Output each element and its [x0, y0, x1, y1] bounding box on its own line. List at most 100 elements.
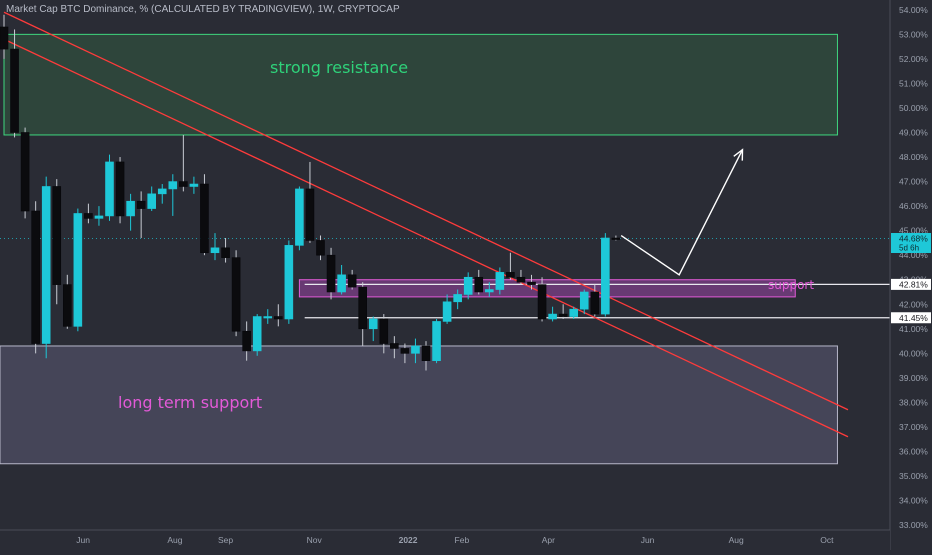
candle-up	[210, 233, 220, 261]
candle-body	[115, 161, 125, 217]
y-tick-label: 35.00%	[899, 471, 928, 481]
candle-body	[400, 348, 410, 354]
candle-body	[368, 318, 378, 330]
candle-up	[189, 176, 199, 194]
price-tag-label: 42.81%	[899, 279, 928, 289]
candle-down	[62, 274, 72, 329]
candle-down	[400, 343, 410, 364]
x-tick-label: Nov	[307, 535, 323, 545]
x-tick-label: Aug	[167, 535, 182, 545]
candle-down	[179, 134, 188, 192]
projection-arrow-head	[733, 148, 744, 161]
candle-down	[31, 201, 40, 354]
candle-body	[168, 181, 178, 190]
candle-up	[337, 265, 346, 295]
candle-body	[390, 343, 399, 349]
candles-layer	[0, 14, 621, 371]
y-tick-label: 39.00%	[899, 373, 928, 383]
current-price-tag	[891, 233, 931, 253]
strong-resistance-zone	[3, 33, 838, 136]
candle-body	[295, 188, 304, 246]
candle-body	[221, 247, 230, 258]
candle-body	[347, 274, 357, 288]
y-tick-label: 38.00%	[899, 397, 928, 407]
candle-body	[558, 313, 568, 317]
candle-body	[200, 183, 209, 254]
candle-body	[94, 215, 104, 219]
candle-body	[147, 193, 156, 209]
candle-up	[601, 233, 610, 317]
candle-down	[231, 250, 241, 337]
y-tick-label: 53.00%	[899, 29, 928, 39]
price-axis-panel	[890, 0, 932, 550]
candle-body	[273, 316, 283, 320]
candle-body	[442, 301, 452, 322]
lines-layer	[0, 11, 890, 438]
candle-down	[558, 304, 568, 319]
candle-body	[379, 318, 389, 344]
candle-body	[242, 330, 251, 352]
candle-down	[379, 314, 389, 354]
candle-down	[326, 247, 336, 300]
candle-down	[474, 269, 484, 295]
candle-body	[590, 291, 600, 315]
candle-body	[601, 237, 610, 315]
strong-resistance-label: strong resistance	[270, 58, 409, 77]
y-tick-label: 51.00%	[899, 78, 928, 88]
candle-up	[411, 338, 420, 364]
candle-down	[516, 269, 526, 285]
candle-up	[41, 176, 51, 359]
candle-body	[506, 272, 515, 278]
candle-body	[432, 321, 441, 361]
candle-up	[368, 316, 378, 342]
y-tick-label: 46.00%	[899, 201, 928, 211]
candle-down	[0, 14, 9, 59]
price-tag-label: 41.45%	[899, 313, 928, 323]
support-label: support	[768, 278, 815, 292]
y-tick-label: 49.00%	[899, 128, 928, 138]
y-tick-label: 36.00%	[899, 446, 928, 456]
candle-up	[432, 318, 441, 364]
candle-down	[527, 274, 536, 290]
x-tick-label: Apr	[542, 535, 555, 545]
candle-down	[10, 29, 19, 138]
candle-body	[316, 240, 325, 256]
price-tag-countdown: 5d 6h	[899, 244, 919, 253]
candle-up	[453, 289, 462, 310]
candle-body	[189, 183, 199, 187]
y-tick-label: 47.00%	[899, 177, 928, 187]
y-tick-label: 40.00%	[899, 348, 928, 358]
candle-body	[358, 286, 368, 330]
y-tick-label: 34.00%	[899, 496, 928, 506]
long-term-support-label: long term support	[118, 393, 263, 412]
candle-up	[484, 282, 494, 297]
candle-up	[548, 306, 557, 322]
candle-body	[84, 213, 93, 219]
candle-up	[284, 240, 294, 324]
candle-up	[569, 306, 579, 319]
y-tick-label: 52.00%	[899, 54, 928, 64]
time-axis-panel	[0, 530, 890, 550]
price-tag-label: 44.68%	[899, 234, 928, 244]
candle-body	[579, 291, 589, 310]
x-tick-label: Feb	[455, 535, 470, 545]
candle-down	[20, 127, 30, 219]
candle-body	[0, 26, 9, 50]
candle-down	[305, 161, 315, 243]
candle-down	[347, 269, 357, 290]
candle-down	[200, 174, 209, 256]
candle-down	[115, 157, 125, 224]
x-tick-label: Oct	[820, 535, 834, 545]
candle-down	[242, 321, 251, 361]
chart-header-title: Market Cap BTC Dominance, % (CALCULATED …	[6, 4, 400, 15]
y-tick-label: 33.00%	[899, 520, 928, 530]
candle-body	[179, 181, 188, 187]
y-tick-label: 41.00%	[899, 324, 928, 334]
candle-down	[52, 179, 62, 305]
candle-body	[527, 281, 536, 285]
projection-path	[620, 149, 744, 276]
candle-up	[157, 184, 167, 204]
x-tick-label: Jun	[641, 535, 655, 545]
